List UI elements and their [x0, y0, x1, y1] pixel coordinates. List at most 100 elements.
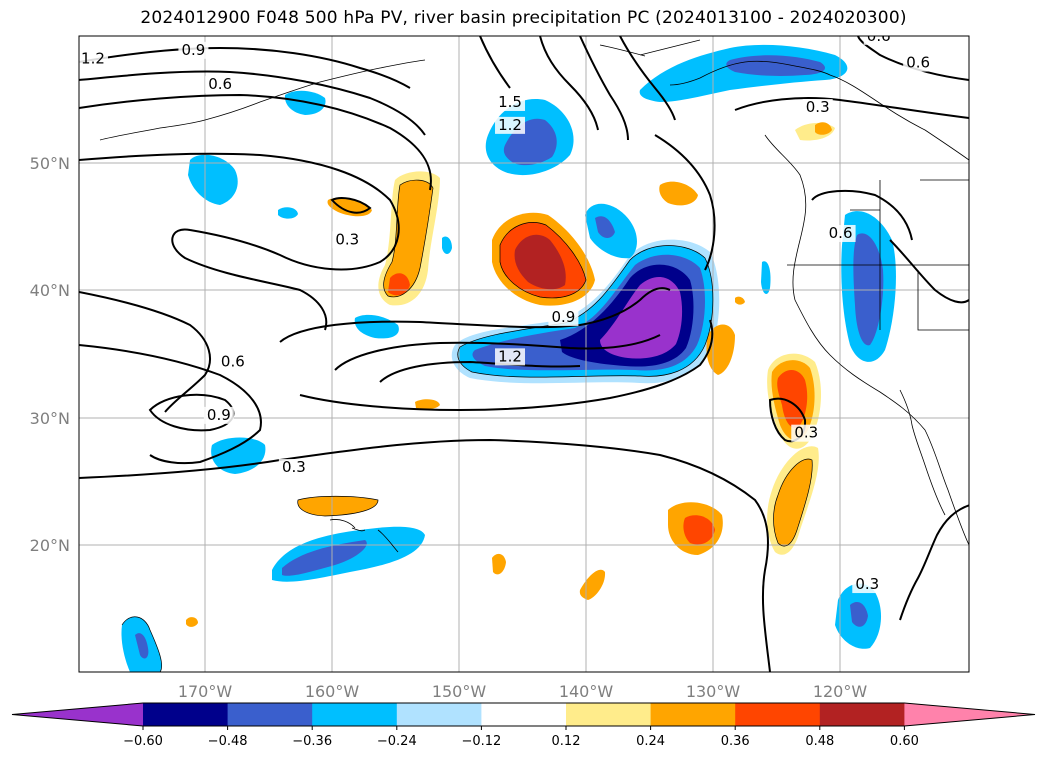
contour-label-bg — [495, 116, 526, 134]
shade-neg-024 — [761, 261, 771, 294]
contour-label-bg — [495, 93, 526, 111]
contour-label-bg — [791, 424, 822, 442]
shade-neg-036 — [850, 602, 868, 627]
colorbar-cell — [904, 703, 1035, 726]
lat-label-20n: 20°N — [30, 536, 70, 555]
contour-label-bg — [903, 54, 934, 72]
lat-label-40n: 40°N — [30, 281, 70, 300]
shade-pos-048 — [514, 234, 566, 290]
contour-label-bg — [278, 459, 309, 477]
shade-neg-060 — [600, 276, 683, 359]
shade-pos-024 — [773, 459, 813, 547]
colorbar-cell — [481, 703, 567, 726]
shade-neg-036 — [282, 540, 367, 576]
colorbar-tick-label: −0.12 — [461, 734, 501, 749]
shade-neg-036 — [853, 233, 884, 346]
shade-neg-024 — [188, 154, 238, 205]
lat-label-50n: 50°N — [30, 154, 70, 173]
colorbar-tick-label: 0.36 — [721, 734, 750, 749]
colorbar-cell — [650, 703, 736, 726]
pv-contour-label: 0.3 — [806, 98, 830, 116]
pv-contour-label: 0.9 — [181, 41, 205, 59]
shading-outlines — [121, 179, 813, 672]
colorbar-cell — [819, 703, 905, 726]
pv-contour-label: 0.3 — [794, 424, 818, 442]
shade-pos-024 — [415, 399, 440, 410]
map-title: 2024012900 F048 500 hPa PV, river basin … — [140, 8, 907, 28]
lon-label-170w: 170°W — [178, 682, 233, 701]
colorbar-tick-label: −0.36 — [292, 734, 332, 749]
pv-contour-label: 0.9 — [551, 308, 575, 326]
colorbar-cell — [12, 703, 143, 726]
colorbar-cell — [143, 703, 229, 726]
shade-pos-024 — [706, 324, 735, 375]
pv-contour-label: 0.9 — [207, 406, 231, 424]
colorbar-tick-label: −0.60 — [123, 734, 163, 749]
shade-neg-036 — [595, 216, 615, 238]
pv-contour-label: 0.3 — [855, 575, 879, 593]
shade-pos-024 — [492, 553, 506, 575]
pv-contour-label: 0.6 — [867, 27, 891, 45]
colorbar-tick-label: 0.48 — [805, 734, 834, 749]
pv-contour-label: 1.2 — [498, 347, 522, 365]
colorbar-cell — [735, 703, 821, 726]
map-frame — [78, 35, 970, 673]
colorbar-cell — [227, 703, 313, 726]
contour-label-bg — [825, 224, 856, 242]
pv-contour-label: 1.2 — [81, 50, 105, 68]
pv-contour-label: 1.5 — [498, 93, 522, 111]
lon-label-140w: 140°W — [559, 682, 614, 701]
pv-contour-label: 0.6 — [906, 54, 930, 72]
pv-contour-label: 0.3 — [335, 230, 359, 248]
contour-label-bg — [79, 50, 108, 68]
shade-pos-024 — [735, 296, 745, 305]
lat-axis-labels: 50°N 40°N 30°N 20°N — [30, 154, 70, 555]
shade-pos-024 — [815, 122, 832, 135]
shade-pos-024 — [186, 617, 198, 627]
contour-label-bg — [332, 231, 363, 249]
pv-contour-label: 1.2 — [498, 116, 522, 134]
map-gridlines — [79, 36, 969, 672]
colorbar-tick-label: 0.12 — [552, 734, 581, 749]
pv-contour-label: 0.6 — [829, 224, 853, 242]
pv-contour-labels: 1.2 0.90.61.51.20.60.60.30.3 0.60.91.20.60… — [79, 27, 934, 594]
colorbar-tick-label: 0.60 — [890, 734, 919, 749]
pv-contour-label: 0.3 — [282, 458, 306, 476]
colorbar-cell — [566, 703, 652, 726]
shade-neg-024 — [442, 236, 452, 254]
shade-pos-024 — [659, 181, 698, 206]
contour-label-bg — [863, 36, 894, 45]
lon-label-160w: 160°W — [305, 682, 360, 701]
map-plot-area: 1.2 0.90.61.51.20.60.60.30.3 0.60.91.20.60… — [79, 27, 969, 672]
pv-contour-label: 0.6 — [221, 352, 245, 370]
contour-label-bg — [205, 76, 236, 94]
lon-label-130w: 130°W — [686, 682, 741, 701]
shade-neg-036 — [135, 633, 149, 659]
coastlines — [99, 39, 969, 553]
colorbar-cell — [396, 703, 482, 726]
shade-neg-036 — [726, 55, 825, 76]
contour-label-bg — [217, 353, 248, 371]
contour-label-bg — [203, 406, 234, 424]
pv-contour-label: 0.6 — [208, 75, 232, 93]
shade-pos-036 — [683, 515, 715, 545]
lon-axis-labels: 170°W 160°W 150°W 140°W 130°W 120°W — [178, 682, 868, 701]
lon-label-120w: 120°W — [813, 682, 868, 701]
shade-pos-024 — [297, 496, 378, 516]
colorbar-tick-label: −0.48 — [208, 734, 248, 749]
pv-contours — [79, 36, 969, 672]
shade-pos-024 — [383, 180, 433, 297]
colorbar: −0.60 −0.48 −0.36 −0.24 −0.12 0.12 0.24 0.36 0.4… — [11, 702, 1036, 749]
contour-label-bg — [802, 99, 833, 117]
contour-label-bg — [178, 41, 209, 59]
shade-pos-036 — [777, 369, 808, 429]
colorbar-tick-label: 0.24 — [636, 734, 665, 749]
shade-neg-024 — [278, 207, 298, 219]
colorbar-cell — [312, 703, 398, 726]
contour-label-bg — [548, 308, 579, 326]
lat-label-30n: 30°N — [30, 409, 70, 428]
contour-label-bg — [852, 576, 883, 594]
contour-label-bg — [495, 348, 526, 366]
lon-label-150w: 150°W — [432, 682, 487, 701]
